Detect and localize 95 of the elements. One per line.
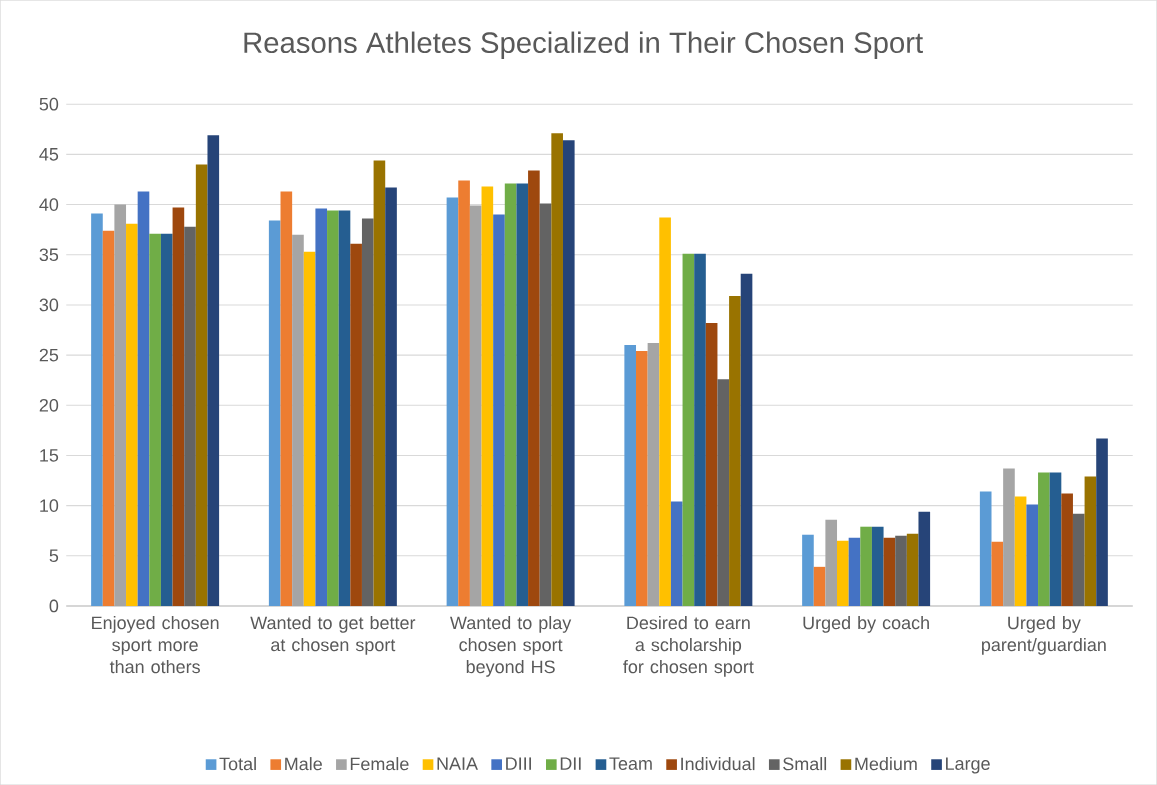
bar [385, 187, 397, 606]
bar [1038, 472, 1050, 606]
bar [883, 537, 896, 606]
legend-label: Individual [681, 757, 755, 771]
x-tick-label: Enjoyed chosen sport more than others [92, 615, 219, 674]
bar [1061, 493, 1073, 606]
bar [860, 526, 872, 606]
bar [636, 351, 648, 606]
bar [149, 233, 161, 606]
bar [682, 253, 695, 606]
bar [1072, 513, 1085, 606]
bar [979, 491, 992, 606]
bar [740, 273, 753, 606]
bar [918, 511, 931, 606]
legend-label: DII [560, 757, 581, 770]
bar [126, 223, 138, 606]
bar [184, 226, 196, 606]
bar [1049, 472, 1062, 606]
bar [659, 217, 671, 606]
legend-label: Small [783, 757, 827, 771]
bar [195, 164, 208, 606]
bar [670, 501, 683, 606]
legend-label: DIII [506, 757, 531, 770]
bar [458, 180, 470, 606]
bar [1084, 476, 1097, 606]
x-tick-label: Desired to earn a scholarship for chosen sport [623, 615, 754, 677]
bar [802, 534, 814, 606]
bar [280, 191, 293, 606]
bar [624, 344, 637, 606]
y-tick-label: 40 [39, 198, 59, 211]
bar [446, 197, 459, 606]
bar [562, 140, 575, 606]
x-tick-label: Urged by parent/guardian [981, 615, 1106, 655]
bar [327, 210, 339, 606]
bar [160, 233, 173, 606]
y-tick-label: 15 [40, 449, 59, 462]
y-tick-label: 10 [40, 499, 59, 512]
bar [102, 230, 115, 606]
bar [717, 379, 730, 606]
y-tick-label: 20 [39, 398, 59, 412]
x-tick-label: Wanted to play chosen sport beyond HS [450, 615, 572, 677]
y-tick-label: 25 [39, 348, 59, 362]
bar [469, 205, 482, 606]
bar [871, 526, 884, 606]
bar [338, 210, 351, 606]
bar [172, 207, 185, 606]
bar [373, 160, 386, 606]
bar [539, 203, 552, 606]
bar [504, 183, 517, 606]
bar [516, 183, 529, 606]
y-tick-label: 50 [39, 97, 59, 111]
bar [991, 541, 1004, 606]
bar [848, 537, 861, 606]
bar [895, 535, 907, 606]
bar [906, 533, 919, 606]
bar [268, 220, 281, 606]
bar [315, 208, 328, 606]
legend-label: Medium [855, 757, 917, 771]
y-tick-label: 35 [39, 248, 59, 262]
legend-label: Female [350, 757, 409, 771]
x-tick-label: Urged by coach [803, 615, 929, 633]
y-tick-label: 5 [49, 549, 59, 562]
bar [1026, 504, 1039, 606]
bar [813, 566, 826, 606]
x-tick-label: Wanted to get better at chosen sport [250, 615, 416, 655]
y-tick-label: 0 [49, 599, 59, 613]
bar [705, 322, 718, 606]
bar [292, 234, 304, 606]
legend-label: Total [219, 757, 256, 771]
y-tick-label: 30 [39, 298, 59, 312]
bar [350, 243, 362, 606]
bar [1003, 468, 1015, 606]
legend-label: Large [946, 757, 990, 774]
legend-label: Male [285, 757, 322, 771]
bar [91, 213, 103, 606]
bar [647, 342, 660, 606]
bar [207, 135, 220, 606]
chart-title: Reasons Athletes Specialized in Their Chosen Sport [244, 31, 923, 59]
bar [493, 214, 505, 606]
legend-label: NAIA [437, 757, 478, 770]
bar [694, 253, 706, 606]
bar [729, 295, 741, 606]
y-tick-label: 45 [39, 148, 59, 161]
bar [137, 191, 150, 606]
bar [114, 204, 127, 606]
legend-label: Team [609, 757, 652, 770]
bar [481, 186, 494, 606]
bar [361, 218, 374, 606]
bar [303, 251, 316, 606]
bar [1096, 438, 1108, 606]
bar [837, 540, 849, 606]
bar [551, 133, 563, 606]
bar [528, 170, 540, 606]
bar [1014, 496, 1027, 606]
bar [825, 519, 838, 606]
